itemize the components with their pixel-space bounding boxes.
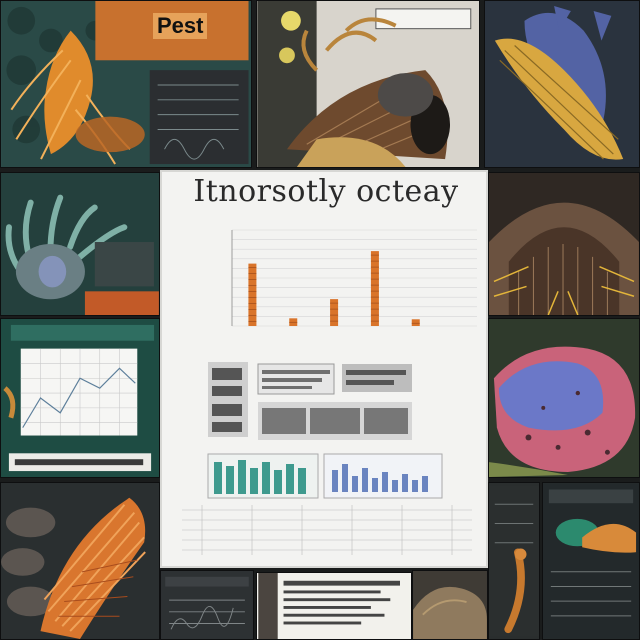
tile-rock-specimen <box>412 570 488 640</box>
green-chart-panel-illustration <box>1 319 159 477</box>
fibrous-tube-illustration <box>489 173 639 315</box>
tile-orange-fan-creature: Pest <box>0 0 252 168</box>
poster-lower-panels <box>182 362 472 555</box>
bar-4 <box>411 319 420 326</box>
segmented-creature-illustration <box>1 483 159 639</box>
document-strip-illustration <box>258 573 410 639</box>
top-left-heading: Pest <box>153 13 208 39</box>
winged-insect-illustration <box>257 1 479 167</box>
right-dark-panel-illustration <box>489 485 539 637</box>
tile-segmented-creature <box>0 482 160 640</box>
tile-gray-chart-panel <box>160 570 254 640</box>
tile-document-strip <box>256 572 412 640</box>
bar-2 <box>330 299 339 326</box>
tile-sponge-sculpture <box>0 172 160 316</box>
bar-chart <box>231 229 477 327</box>
bar-3 <box>370 251 379 326</box>
bar-0 <box>248 263 257 326</box>
gray-chart-panel-illustration <box>161 571 253 639</box>
teal-orange-panel-illustration <box>543 483 639 639</box>
tile-green-chart-panel <box>0 318 160 478</box>
rock-specimen-illustration <box>413 571 487 639</box>
pink-blue-rock-illustration <box>489 319 639 477</box>
sponge-sculpture-illustration <box>1 173 159 315</box>
tile-winged-insect <box>256 0 480 168</box>
poster-title: Itnorsotly octeay <box>193 174 459 209</box>
orange-fan-creature-illustration <box>1 1 251 167</box>
research-poster: Itnorsotly octeay <box>160 170 488 568</box>
tile-fibrous-tube <box>488 172 640 316</box>
tile-striped-creature <box>484 0 640 168</box>
tile-right-dark-panel <box>488 482 540 640</box>
striped-creature-illustration <box>485 1 639 167</box>
tile-teal-orange-panel <box>542 482 640 640</box>
tile-pink-blue-rock <box>488 318 640 478</box>
